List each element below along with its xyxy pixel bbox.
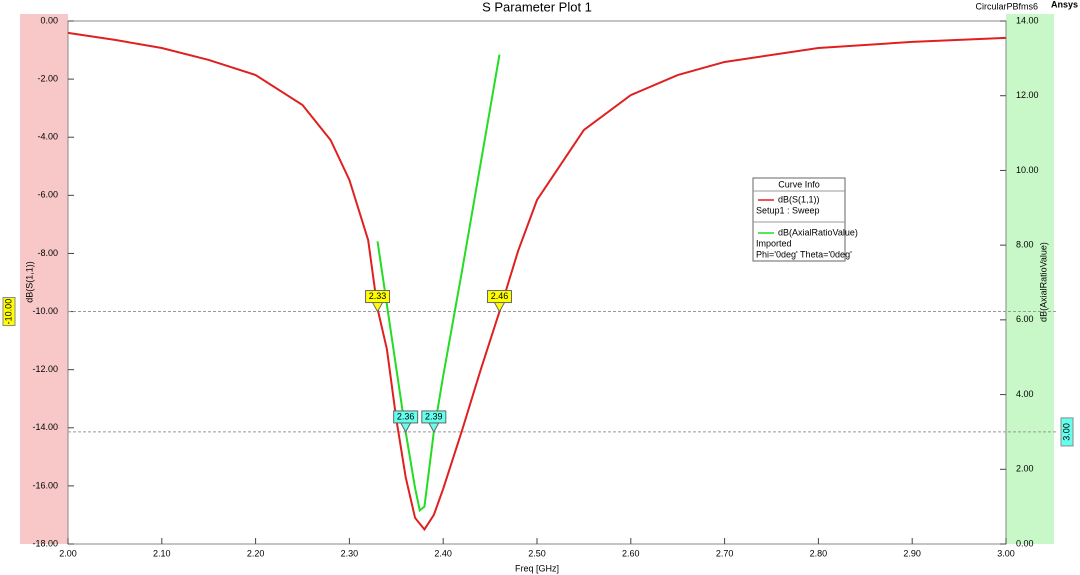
y2-tick-label: 6.00 — [1016, 314, 1034, 324]
marker — [427, 422, 440, 433]
legend-text: Phi='0deg' Theta='0deg' — [756, 249, 852, 259]
legend-text: Setup1 : Sweep — [756, 205, 820, 215]
brand: Ansys — [1051, 0, 1078, 9]
reference-label: 3.00 — [1061, 423, 1071, 441]
reference-label-box — [2, 297, 16, 327]
marker — [493, 302, 506, 313]
y-tick-label: 0.00 — [40, 15, 58, 25]
x-tick-label: 2.80 — [810, 548, 828, 558]
marker-label: 2.46 — [491, 291, 509, 301]
y2-tick-label: 12.00 — [1016, 90, 1039, 100]
y-tick-label: -6.00 — [37, 190, 58, 200]
marker-label-box — [421, 410, 447, 424]
y-tick-label: -4.00 — [37, 132, 58, 142]
marker-label-box — [365, 290, 391, 304]
y-tick-label: -2.00 — [37, 73, 58, 83]
y2-tick-label: 4.00 — [1016, 389, 1034, 399]
right-axis-band — [1006, 14, 1054, 544]
x-tick-label: 2.60 — [622, 548, 640, 558]
chart-title: S Parameter Plot 1 — [482, 0, 592, 14]
legend-text: dB(AxialRatioValue) — [778, 227, 858, 237]
marker-label: 2.36 — [397, 411, 415, 421]
y2-tick-label: 10.00 — [1016, 165, 1039, 175]
legend-title: Curve Info — [778, 179, 820, 189]
y2-tick-label: 2.00 — [1016, 464, 1034, 474]
project-name: CircularPBfms6 — [975, 1, 1038, 11]
marker — [371, 302, 384, 313]
y-tick-label: -10.00 — [32, 306, 58, 316]
y-tick-label: -8.00 — [37, 248, 58, 258]
legend-text: Imported — [756, 238, 792, 248]
series-line — [376, 54, 501, 513]
marker-label-box — [393, 410, 419, 424]
reference-label: -10.00 — [3, 299, 13, 325]
y-tick-label: -14.00 — [32, 422, 58, 432]
x-tick-label: 2.20 — [247, 548, 265, 558]
y-axis-label: dB(S(1,1)) — [24, 261, 34, 303]
x-tick-label: 2.70 — [716, 548, 734, 558]
plot-frame — [67, 20, 1007, 545]
x-tick-label: 3.00 — [997, 548, 1015, 558]
y-tick-label: -18.00 — [32, 538, 58, 548]
y2-tick-label: 14.00 — [1016, 15, 1039, 25]
x-tick-label: 2.50 — [528, 548, 546, 558]
x-tick-label: 2.00 — [59, 548, 77, 558]
marker-label: 2.33 — [369, 291, 387, 301]
y2-tick-label: 0.00 — [1016, 538, 1034, 548]
marker-label: 2.39 — [425, 411, 443, 421]
x-tick-label: 2.30 — [341, 548, 359, 558]
legend-box — [752, 177, 846, 262]
marker — [399, 422, 412, 433]
left-axis-band — [20, 14, 68, 544]
x-tick-label: 2.90 — [903, 548, 921, 558]
marker-label-box — [486, 290, 512, 304]
series-line — [67, 31, 1007, 532]
reference-label-box — [1060, 417, 1074, 447]
y2-axis-label: dB(AxialRatioValue) — [1038, 242, 1048, 322]
y2-tick-label: 8.00 — [1016, 240, 1034, 250]
legend: Curve Info — [752, 177, 846, 262]
legend-text: dB(S(1,1)) — [778, 194, 820, 204]
x-tick-label: 2.40 — [434, 548, 452, 558]
x-tick-label: 2.10 — [153, 548, 171, 558]
x-axis-label: Freq [GHz] — [515, 563, 559, 573]
y-tick-label: -12.00 — [32, 364, 58, 374]
y-tick-label: -16.00 — [32, 480, 58, 490]
